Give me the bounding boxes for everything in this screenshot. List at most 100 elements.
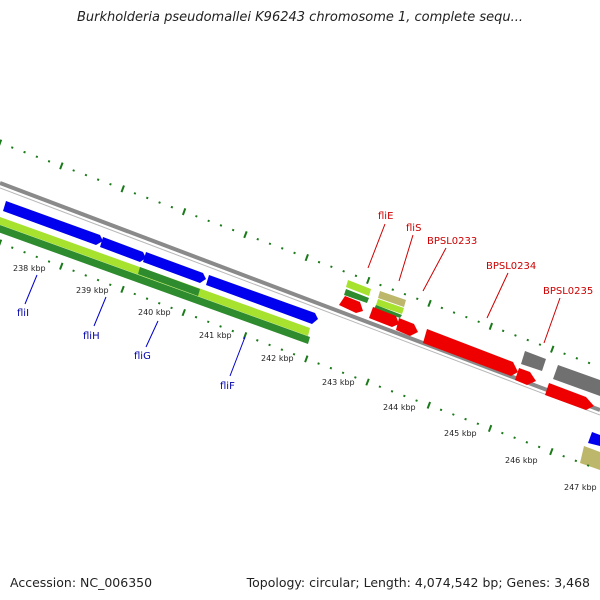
gene-label-fliF[interactable]: fliF (220, 381, 235, 392)
feature-fliE-dark[interactable] (344, 289, 369, 303)
minor-tick (452, 413, 455, 416)
major-tick (304, 355, 309, 363)
minor-tick (145, 196, 149, 200)
minor-tick (72, 169, 75, 172)
gene-arrow-right[interactable] (588, 432, 600, 446)
gene-label-fliG[interactable]: fliG (134, 351, 151, 362)
feature-fliS-khaki[interactable] (378, 291, 406, 307)
minor-tick (84, 274, 88, 277)
major-tick (0, 239, 3, 246)
gene-fliI[interactable] (3, 201, 103, 245)
minor-tick (268, 242, 272, 246)
gene-label-fliH[interactable]: fliH (83, 331, 100, 342)
kbp-labels: 238 kbp 239 kbp 240 kbp 241 kbp 242 kbp … (13, 264, 597, 492)
gene-fliG[interactable] (143, 252, 206, 283)
minor-tick (109, 182, 112, 186)
feature-fliE-light[interactable] (346, 280, 371, 296)
kbp-label: 247 kbp (564, 483, 597, 492)
minor-tick (575, 357, 579, 360)
minor-tick (23, 250, 26, 254)
minor-tick (537, 445, 541, 449)
minor-tick (464, 417, 467, 421)
gene-pseudo-2[interactable] (553, 365, 600, 396)
minor-tick (231, 329, 235, 333)
minor-tick (415, 297, 419, 301)
gene-label-fliS[interactable]: fliS (406, 223, 421, 234)
gene-label-BPSL0233[interactable]: BPSL0233 (427, 236, 477, 247)
gene-label-BPSL0235[interactable]: BPSL0235 (543, 286, 593, 297)
feature-fliS-light[interactable] (376, 299, 404, 314)
minor-tick (439, 408, 443, 412)
forward-gene-callouts: fliI fliH fliG fliF (17, 274, 246, 392)
minor-tick (170, 205, 174, 209)
gene-pseudo-1[interactable] (521, 351, 546, 371)
minor-tick (133, 292, 137, 296)
minor-tick (586, 464, 590, 467)
minor-tick (219, 325, 222, 328)
minor-tick (35, 255, 39, 259)
reverse-genes (339, 296, 594, 410)
minor-tick (280, 348, 284, 351)
feature-fliS-dark[interactable] (374, 305, 402, 318)
minor-tick (231, 228, 235, 232)
major-tick (366, 276, 371, 285)
minor-tick (10, 246, 14, 249)
major-tick (181, 208, 187, 216)
minor-tick (145, 297, 149, 300)
feature-khaki-bottom[interactable] (580, 446, 600, 470)
gene-fliS[interactable] (369, 307, 399, 327)
kbp-label: 244 kbp (383, 403, 416, 412)
minor-tick (280, 247, 284, 250)
minor-tick (317, 260, 321, 264)
minor-tick (513, 436, 516, 440)
gene-label-fliI[interactable]: fliI (17, 308, 29, 319)
minor-tick (293, 251, 296, 255)
right-features (344, 280, 600, 470)
major-tick (120, 285, 125, 293)
minor-tick (23, 150, 26, 154)
gene-label-BPSL0234[interactable]: BPSL0234 (486, 261, 536, 272)
minor-tick (207, 219, 210, 223)
minor-tick (354, 376, 357, 379)
minor-tick (133, 192, 137, 195)
map-title: Burkholderia pseudomallei K96243 chromos… (76, 10, 524, 25)
major-tick (243, 231, 248, 239)
accession-text: Accession: NC_006350 (10, 575, 153, 590)
minor-tick (219, 224, 223, 227)
topology-summary: Topology: circular; Length: 4,074,542 bp… (246, 575, 590, 590)
minor-tick (501, 431, 504, 435)
minor-tick (317, 362, 320, 365)
minor-tick (96, 278, 100, 282)
minor-tick (452, 311, 456, 314)
minor-tick (268, 343, 271, 347)
major-tick (181, 308, 186, 317)
minor-tick (96, 178, 100, 181)
minor-tick (292, 352, 296, 356)
gene-label-fliE[interactable]: fliE (378, 211, 393, 222)
major-tick (550, 345, 555, 353)
minor-tick (35, 155, 39, 159)
gene-fliF[interactable] (206, 275, 318, 324)
gene-fliS-2[interactable] (396, 318, 418, 336)
major-tick (549, 447, 554, 456)
major-tick (59, 162, 64, 170)
minor-tick (329, 366, 333, 370)
major-tick (488, 322, 494, 330)
gene-fliE[interactable] (339, 296, 363, 313)
minor-tick (465, 315, 468, 319)
inner-tick-ring (0, 239, 590, 467)
minor-tick (477, 320, 480, 323)
minor-tick (514, 334, 517, 337)
gene-BPSL0234[interactable] (515, 368, 536, 385)
major-tick (59, 262, 64, 270)
gene-BPSL0235[interactable] (545, 383, 594, 410)
minor-tick (587, 361, 591, 365)
minor-tick (341, 371, 345, 375)
gene-fliH[interactable] (100, 237, 146, 262)
minor-tick (562, 454, 565, 458)
gene-BPSL0233[interactable] (423, 329, 518, 376)
minor-tick (525, 441, 529, 444)
kbp-label: 241 kbp (199, 331, 232, 340)
major-tick (427, 299, 432, 307)
